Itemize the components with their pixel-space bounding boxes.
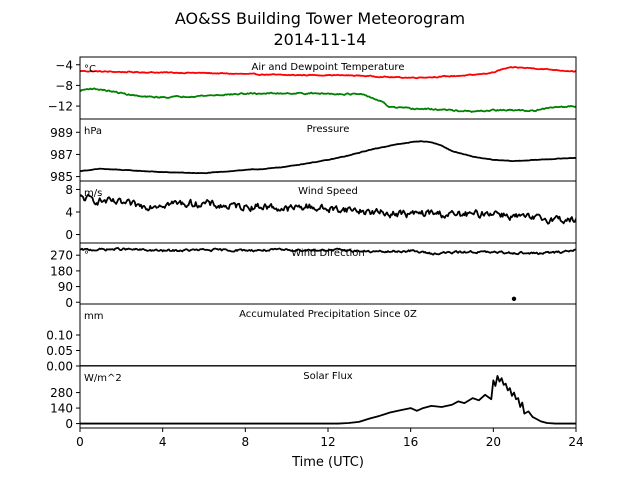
x-tick-label: 8 <box>242 435 250 449</box>
y-tick-label: 0.10 <box>46 329 73 343</box>
x-tick-label: 20 <box>486 435 501 449</box>
y-tick-label: 0 <box>65 296 73 310</box>
y-tick-label: 90 <box>58 280 73 294</box>
panel-plot-area <box>80 193 576 225</box>
panel-title: Wind Direction <box>291 248 365 259</box>
x-tick-label: 12 <box>320 435 335 449</box>
panel-title: Accumulated Precipitation Since 0Z <box>239 309 417 320</box>
series-line <box>80 66 576 80</box>
panels: −4 −8 −12 °C Air and Dewpoint Temperature 989… <box>46 56 577 431</box>
y-tick-label: −8 <box>55 79 73 93</box>
panel-plot-area <box>80 247 576 301</box>
unit-label: °C <box>84 64 96 75</box>
y-tick-label: 280 <box>50 386 73 400</box>
y-tick-label: 0 <box>65 228 73 242</box>
unit-label: mm <box>84 311 103 322</box>
panel-plot-area <box>80 140 576 175</box>
y-tick-label: 140 <box>50 402 73 416</box>
unit-label: ° <box>84 250 89 261</box>
y-tick-label: 180 <box>50 264 73 278</box>
series-line <box>80 87 576 113</box>
panel-title: Air and Dewpoint Temperature <box>252 62 405 73</box>
unit-label: W/m^2 <box>84 373 122 384</box>
x-tick-label: 16 <box>403 435 418 449</box>
y-tick-label: 0.05 <box>46 344 73 358</box>
y-tick-label: 0 <box>65 417 73 431</box>
panel-plot-area <box>80 66 576 113</box>
panel-title: Solar Flux <box>303 371 353 382</box>
y-tick-label: −12 <box>48 100 73 114</box>
panel-0: −4 −8 −12 °C Air and Dewpoint Temperature <box>48 56 577 120</box>
y-tick-label: 8 <box>65 183 73 197</box>
y-tick-label: 4 <box>65 206 73 220</box>
y-tick-label: 989 <box>50 126 73 140</box>
panel-2: 8 4 0 m/s Wind Speed <box>65 180 577 244</box>
y-tick-label: 987 <box>50 148 73 162</box>
x-axis: 0 4 8 12 16 20 24 <box>76 428 584 449</box>
x-tick-label: 4 <box>159 435 167 449</box>
panel-plot-area <box>80 375 576 425</box>
y-tick-label: −4 <box>55 58 73 72</box>
series-line <box>80 140 576 175</box>
y-tick-label: 270 <box>50 249 73 263</box>
y-tick-label: 0.00 <box>46 360 73 374</box>
series-line <box>80 247 576 256</box>
x-tick-label: 0 <box>76 435 84 449</box>
figure-subtitle: 2014-11-14 <box>274 30 367 49</box>
figure-title: AO&SS Building Tower Meteorogram <box>175 9 465 28</box>
data-point <box>511 296 517 301</box>
panel-4: 0.100.05 0.00 mm Accumulated Precipitation … <box>46 303 577 374</box>
panel-title: Pressure <box>307 124 350 135</box>
x-tick-label: 24 <box>568 435 583 449</box>
y-tick-label: 985 <box>50 170 73 184</box>
unit-label: hPa <box>84 126 102 137</box>
series-line <box>80 193 576 225</box>
unit-label: m/s <box>84 188 102 199</box>
x-axis-label: Time (UTC) <box>291 455 364 470</box>
panel-title: Wind Speed <box>298 186 358 197</box>
panel-1: 989 987 985 hPa Pressure <box>50 118 577 184</box>
series-line <box>80 375 576 425</box>
